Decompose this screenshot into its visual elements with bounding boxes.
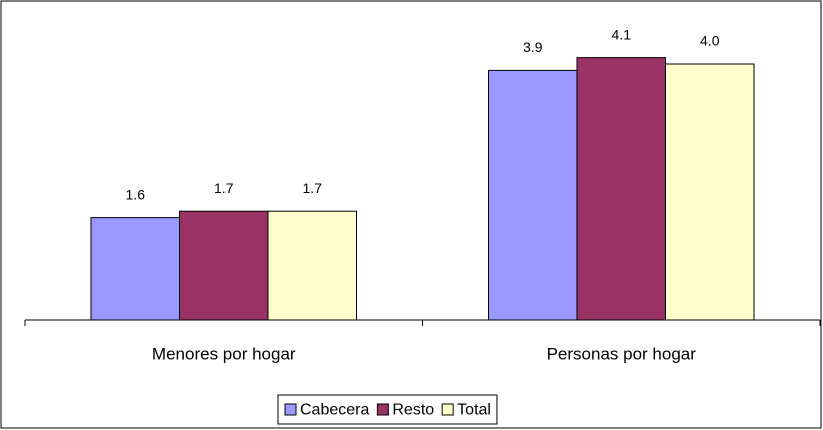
bar [665,63,755,321]
bar [90,217,180,321]
bar [179,210,269,321]
legend-label: Total [457,402,491,419]
data-label: 4.0 [700,33,720,49]
legend-label: Resto [392,402,434,419]
legend-swatch [441,403,454,416]
data-label: 3.9 [523,39,543,55]
data-label: 1.7 [214,180,234,196]
data-label: 4.1 [612,26,632,42]
x-tick-label: Menores por hogar [152,344,296,363]
legend-label: Cabecera [300,402,369,419]
bar [267,210,357,321]
legend-swatch [284,403,297,416]
data-label: 1.7 [303,180,323,196]
legend-swatch [376,403,389,416]
x-tick-label: Personas por hogar [547,344,697,363]
bar [576,57,666,321]
bar [488,69,578,321]
data-label: 1.6 [126,186,146,202]
